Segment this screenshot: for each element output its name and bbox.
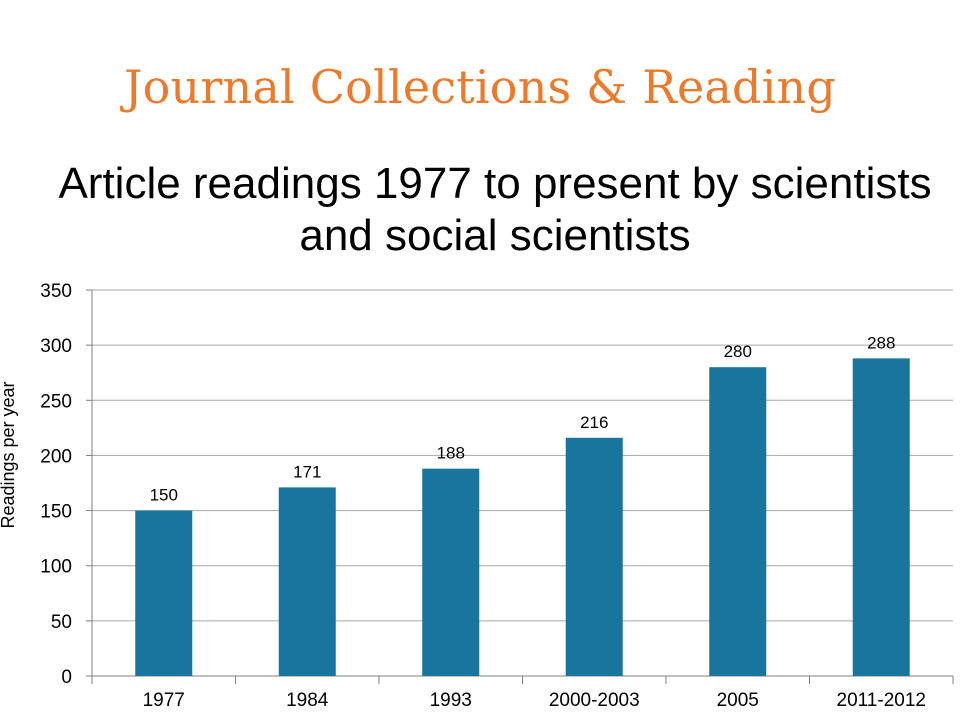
chart-title: Article readings 1977 to present by scie… [58, 159, 932, 260]
bar-1977 [135, 510, 193, 676]
data-label-1984: 171 [293, 462, 321, 481]
bar-1993 [422, 468, 480, 676]
y-tick-label-200: 200 [40, 446, 72, 467]
x-tick-labels: 1977 1984 1993 2000-2003 2005 2011-2012 [143, 690, 926, 711]
y-tick-label-350: 350 [40, 281, 72, 302]
y-tick-label-300: 300 [40, 336, 72, 357]
gridlines [92, 289, 953, 622]
y-axis-label: Readings per year [0, 381, 18, 528]
x-tick-label-2005: 2005 [717, 690, 759, 711]
y-tick-label-150: 150 [40, 502, 72, 523]
bar-2011-2012 [852, 358, 910, 676]
y-tick-label-250: 250 [40, 391, 72, 412]
bar-2000-2003 [565, 437, 623, 676]
bar-chart: 0 50 100 150 200 250 300 350 1977 1984 1993 2000-2… [0, 281, 954, 711]
data-label-2000-2003: 216 [580, 413, 608, 432]
x-tick-label-2011-2012: 2011-2012 [837, 690, 926, 711]
x-tick-label-2000-2003: 2000-2003 [549, 690, 640, 711]
axes [86, 289, 954, 684]
data-label-2011-2012: 288 [867, 333, 895, 352]
bar-1984 [278, 487, 336, 676]
y-tick-labels: 0 50 100 150 200 250 300 350 [40, 281, 72, 688]
bar-2005 [709, 367, 767, 676]
data-label-1977: 150 [150, 486, 178, 505]
y-tick-label-50: 50 [51, 612, 72, 633]
x-tick-label-1984: 1984 [286, 690, 329, 711]
slide-title: Journal Collections & Reading [123, 60, 837, 114]
x-tick-label-1977: 1977 [143, 690, 185, 711]
bars [135, 358, 910, 676]
y-tick-label-0: 0 [61, 667, 72, 688]
y-tick-label-100: 100 [40, 557, 72, 578]
data-label-1993: 188 [437, 444, 465, 463]
data-label-2005: 280 [724, 342, 752, 361]
data-labels: 150 171 188 216 280 288 [150, 333, 896, 504]
x-tick-label-1993: 1993 [430, 690, 472, 711]
